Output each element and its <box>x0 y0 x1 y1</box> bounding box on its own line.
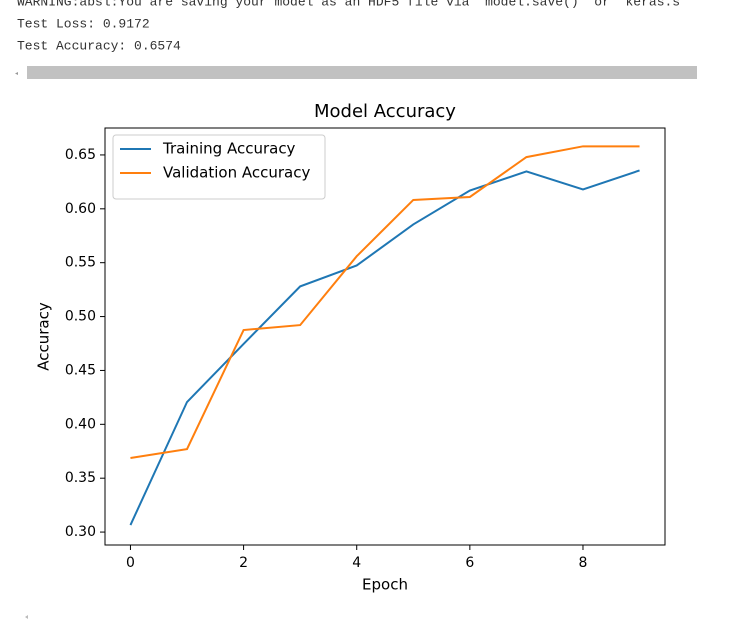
console-line: Test Accuracy: 0.6574 <box>17 38 181 53</box>
x-tick-label: 8 <box>579 555 588 571</box>
console-line: Test Loss: 0.9172 <box>17 16 150 31</box>
y-tick-label: 0.45 <box>65 362 96 378</box>
data-line <box>130 145 640 460</box>
y-axis-label: Accuracy <box>35 302 53 371</box>
console-output: WARNING:absl:You are saving your model a… <box>17 0 680 53</box>
x-tick-label: 2 <box>239 555 248 571</box>
y-tick-label: 0.50 <box>65 309 96 325</box>
data-line <box>129 169 640 526</box>
x-axis-label: Epoch <box>362 576 408 594</box>
legend-label: Training Accuracy <box>162 140 296 158</box>
console-line: WARNING:absl:You are saving your model a… <box>17 0 680 9</box>
y-tick-label: 0.30 <box>65 524 96 540</box>
legend-label: Validation Accuracy <box>163 164 310 182</box>
y-tick-label: 0.55 <box>65 255 96 271</box>
legend-box <box>112 134 326 200</box>
x-tick-label: 4 <box>352 555 361 571</box>
x-tick-label: 6 <box>465 555 474 571</box>
y-tick-label: 0.35 <box>65 470 96 486</box>
y-tick-label: 0.40 <box>65 416 96 432</box>
y-tick-label: 0.65 <box>65 147 96 163</box>
chart: Model Accuracy Epoch Accuracy 0 2 4 6 8 0.30 0.35… <box>35 101 666 594</box>
scroll-arrow[interactable] <box>15 72 18 75</box>
x-tick-label: 0 <box>126 555 135 571</box>
chart-title: Model Accuracy <box>314 101 456 122</box>
scrollbar[interactable] <box>27 66 697 79</box>
y-tick-label: 0.60 <box>65 201 96 217</box>
scroll-arrow[interactable] <box>25 615 28 619</box>
plot-frame <box>104 127 666 546</box>
